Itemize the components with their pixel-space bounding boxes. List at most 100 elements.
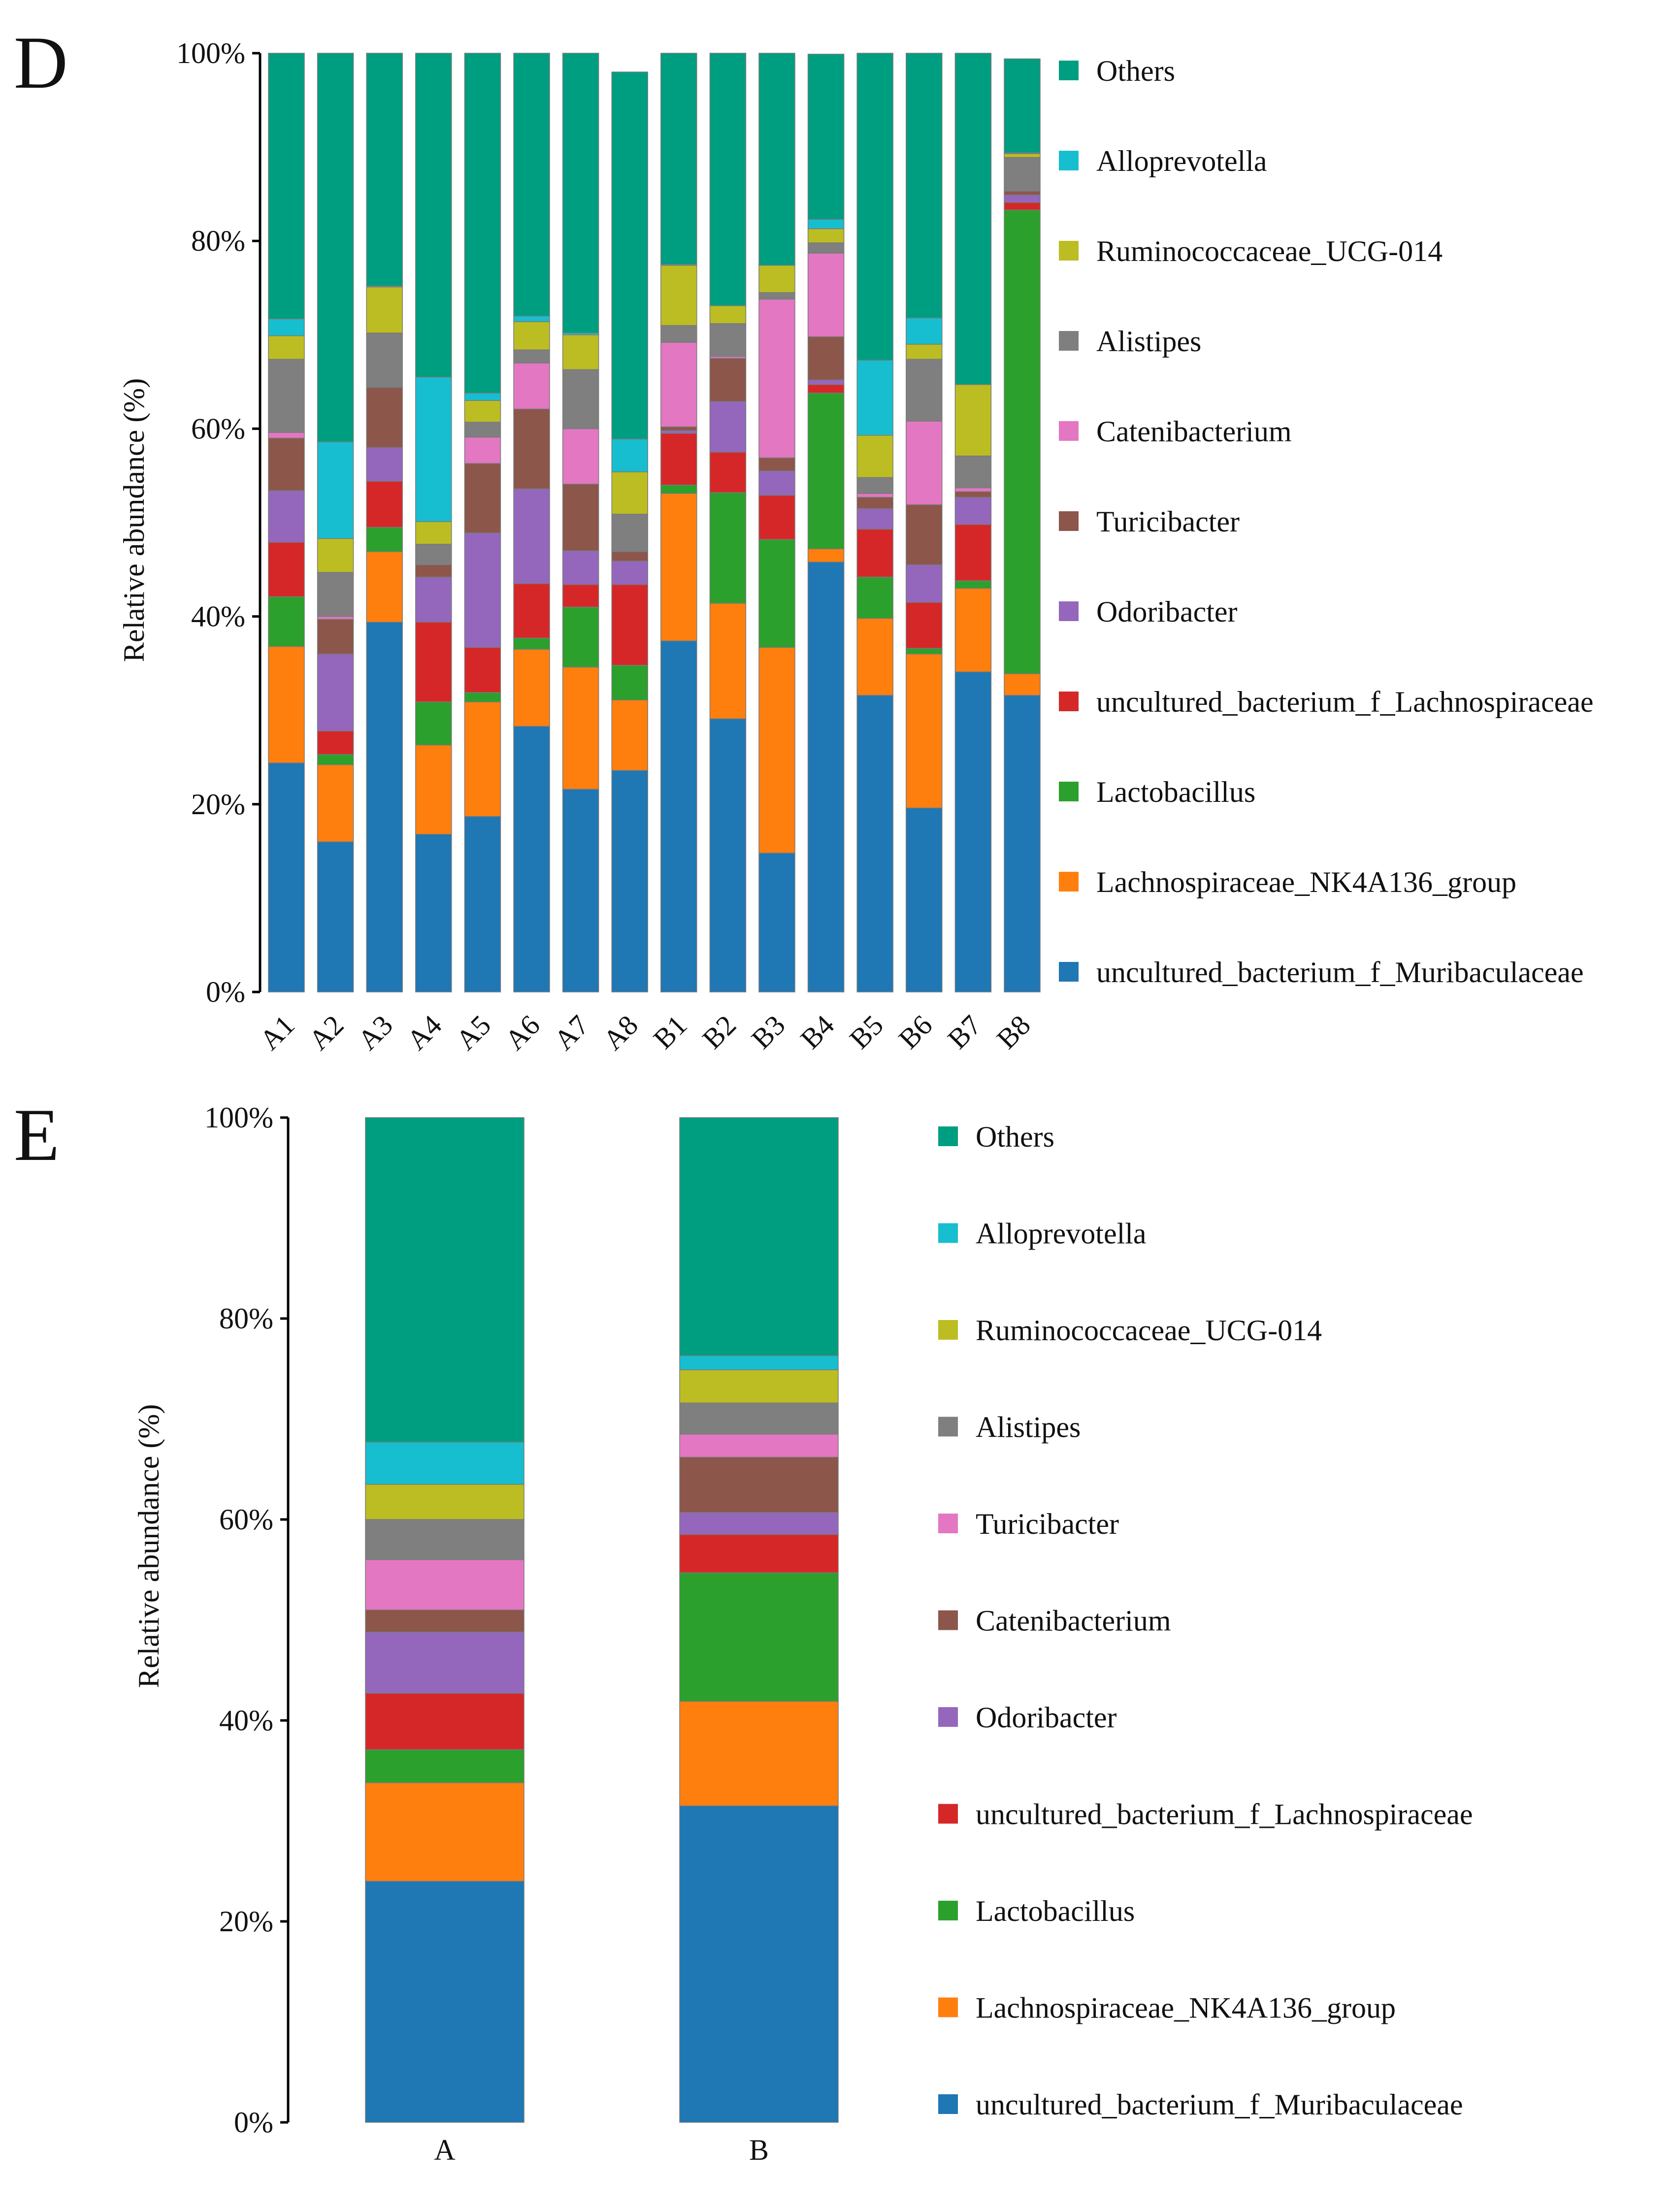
bar-segment bbox=[856, 434, 893, 478]
bar-segment bbox=[660, 430, 697, 434]
bar-segment bbox=[807, 393, 845, 550]
bar-segment bbox=[954, 671, 992, 992]
legend-label: Others bbox=[976, 1121, 1054, 1153]
legend-label: Others bbox=[1096, 55, 1175, 87]
bar-segment bbox=[856, 477, 893, 494]
bar-segment bbox=[464, 400, 501, 423]
bar-segment bbox=[464, 701, 501, 817]
bar-segment bbox=[660, 493, 697, 641]
legend-label: Ruminococcaceae_UCG-014 bbox=[976, 1314, 1322, 1347]
bar-segment bbox=[268, 53, 305, 320]
legend-swatch bbox=[1059, 331, 1079, 351]
bar-segment bbox=[317, 841, 354, 992]
bar-segment bbox=[954, 53, 992, 385]
panel-e-y-axis-title: Relative abundance (%) bbox=[132, 1404, 165, 1688]
bar-segment bbox=[856, 508, 893, 530]
legend-swatch bbox=[938, 1997, 958, 2017]
bar-segment bbox=[1004, 694, 1041, 992]
bar-segment bbox=[679, 1369, 839, 1404]
bar-segment bbox=[317, 53, 354, 442]
bar-segment bbox=[611, 664, 648, 700]
bar-segment bbox=[415, 576, 452, 623]
bar-segment bbox=[709, 603, 747, 720]
bar-segment bbox=[562, 550, 599, 585]
bar-segment bbox=[464, 692, 501, 702]
x-tick-label: A1 bbox=[254, 1009, 301, 1056]
bar-segment bbox=[807, 561, 845, 992]
panel-e-bars bbox=[365, 1117, 839, 2123]
legend-swatch bbox=[938, 1514, 958, 1533]
y-tick-label: 60% bbox=[191, 412, 245, 445]
bar-segment bbox=[513, 408, 550, 490]
bar-segment bbox=[365, 1749, 525, 1783]
bar-segment bbox=[679, 1117, 839, 1356]
bar-segment bbox=[758, 495, 795, 540]
x-tick-label: B bbox=[749, 2134, 769, 2166]
legend-label: Odoribacter bbox=[1096, 595, 1238, 628]
bar-segment bbox=[611, 561, 648, 585]
bar-segment bbox=[365, 1519, 525, 1560]
bar-segment bbox=[856, 576, 893, 619]
bar-segment bbox=[807, 253, 845, 337]
bar-segment bbox=[415, 834, 452, 992]
bar-segment bbox=[365, 1559, 525, 1611]
bar-segment bbox=[906, 421, 943, 505]
bar-segment bbox=[464, 393, 501, 401]
bar-segment bbox=[807, 336, 845, 381]
legend-label: Lactobacillus bbox=[976, 1895, 1135, 1927]
y-tick-label: 40% bbox=[191, 600, 245, 633]
bar-segment bbox=[758, 53, 795, 266]
bar-segment bbox=[365, 1782, 525, 1882]
bar-segment bbox=[562, 584, 599, 608]
bar-segment bbox=[709, 53, 747, 306]
bar-segment bbox=[268, 335, 305, 360]
bar-segment bbox=[464, 532, 501, 648]
bar-segment bbox=[906, 359, 943, 422]
x-tick-label: B6 bbox=[892, 1009, 939, 1055]
bar-segment bbox=[660, 325, 697, 343]
legend-swatch bbox=[1059, 511, 1079, 531]
x-tick-label: B2 bbox=[696, 1009, 742, 1055]
x-tick-label: B1 bbox=[647, 1009, 693, 1055]
bar-segment bbox=[365, 1117, 525, 1443]
bar-segment bbox=[513, 349, 550, 363]
bar-segment bbox=[709, 492, 747, 604]
legend-label: uncultured_bacterium_f_Muribaculaceae bbox=[1096, 956, 1584, 989]
x-tick-label: A bbox=[434, 2134, 455, 2166]
legend-swatch bbox=[1059, 151, 1079, 170]
y-tick-label: 60% bbox=[219, 1503, 273, 1536]
bar-segment bbox=[365, 1484, 525, 1520]
legend-label: Lactobacillus bbox=[1096, 776, 1255, 808]
bar-segment bbox=[366, 622, 403, 992]
bar-segment bbox=[513, 583, 550, 639]
x-tick-label: A3 bbox=[352, 1009, 399, 1056]
bar-segment bbox=[415, 521, 452, 545]
bar-segment bbox=[709, 358, 747, 402]
bar-segment bbox=[660, 433, 697, 486]
panel-d-y-axis-title: Relative abundance (%) bbox=[118, 378, 150, 662]
bar-segment bbox=[856, 528, 893, 578]
bar-segment bbox=[366, 527, 403, 552]
bar-segment bbox=[513, 315, 550, 322]
legend-swatch bbox=[1059, 601, 1079, 621]
bar-segment bbox=[513, 363, 550, 410]
bar-segment bbox=[464, 53, 501, 394]
panel-e-label: E bbox=[14, 1093, 60, 1176]
legend-swatch bbox=[938, 2094, 958, 2114]
bar-segment bbox=[758, 470, 795, 496]
legend-swatch bbox=[1059, 61, 1079, 80]
bar-segment bbox=[660, 265, 697, 326]
bar-segment bbox=[906, 648, 943, 655]
bar-segment bbox=[365, 1609, 525, 1633]
bar-segment bbox=[415, 701, 452, 746]
x-tick-label: B7 bbox=[941, 1009, 987, 1055]
legend-swatch bbox=[1059, 421, 1079, 441]
bar-segment bbox=[317, 754, 354, 765]
bar-segment bbox=[954, 524, 992, 581]
bar-segment bbox=[709, 718, 747, 992]
legend-label: uncultured_bacterium_f_Muribaculaceae bbox=[976, 2088, 1463, 2121]
bar-segment bbox=[562, 606, 599, 668]
legend-swatch bbox=[938, 1126, 958, 1146]
bar-segment bbox=[660, 426, 697, 431]
bar-segment bbox=[562, 428, 599, 485]
